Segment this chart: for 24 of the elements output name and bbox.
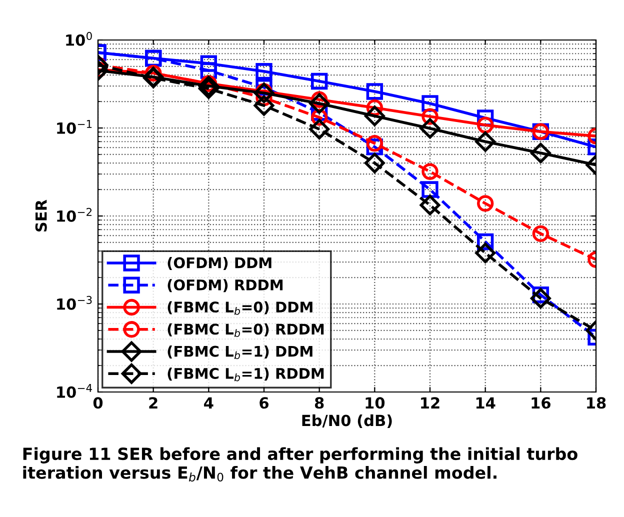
x-tick-label: 16: [532, 397, 550, 409]
legend-label: (OFDM) RDDM: [168, 279, 283, 292]
x-tick-label: 10: [366, 397, 385, 409]
y-axis-title: SER: [35, 200, 47, 232]
y-tick-label: 10$^{−3}$: [57, 296, 92, 310]
x-tick-label: 8: [314, 397, 324, 409]
legend-label: (FBMC L$_{b}$=0) DDM: [168, 301, 312, 315]
x-tick-label: 18: [587, 397, 606, 409]
y-tick-label: 10$^{−4}$: [57, 384, 92, 398]
y-tick-label: 10$^{−1}$: [57, 120, 92, 134]
y-tick-label: 10$^{−2}$: [57, 208, 92, 222]
caption: Figure 11 SER before and after performing the initial turbo iteration versus E$_{b}$/N$_{0}$ for the VehB channel model.: [23, 447, 578, 482]
legend-label: (FBMC L$_{b}$=0) RDDM: [168, 323, 324, 338]
x-tick-label: 2: [149, 397, 158, 408]
legend-label: (FBMC L$_{b}$=1) DDM: [168, 346, 312, 360]
legend-label: (FBMC L$_{b}$=1) RDDM: [168, 368, 324, 382]
x-tick-label: 14: [476, 397, 496, 408]
x-axis-title: Eb/N0 (dB): [302, 414, 392, 428]
x-tick-label: 12: [421, 397, 440, 408]
x-tick-label: 4: [204, 397, 214, 408]
x-tick-label: 6: [260, 397, 268, 409]
x-tick-label: 0: [93, 397, 103, 409]
legend-label: (OFDM) DDM: [168, 257, 272, 270]
y-tick-label: 10$^{0}$: [66, 32, 92, 46]
